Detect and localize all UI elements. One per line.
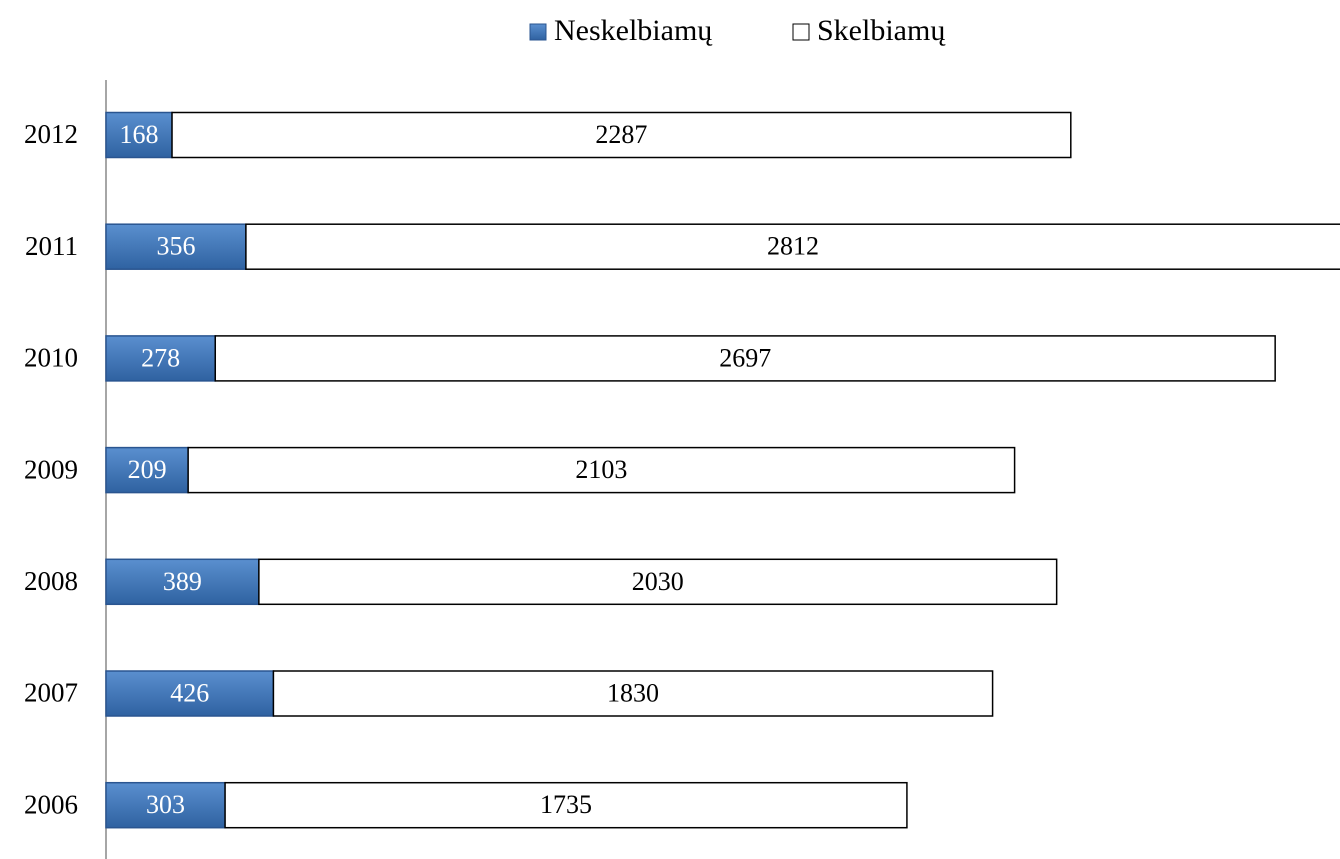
- bar-segment: [258, 558, 1058, 606]
- data-label: 1735: [540, 790, 592, 819]
- bar-segment: [214, 335, 1276, 382]
- y-tick-label: 2007: [24, 678, 78, 708]
- bar-segment: [272, 670, 994, 717]
- data-label: 2697: [719, 343, 771, 372]
- data-label: 209: [128, 455, 167, 484]
- data-label: 356: [156, 232, 195, 261]
- data-label: 2030: [632, 567, 684, 596]
- bar-segment: [224, 781, 908, 829]
- legend-swatch: [529, 23, 547, 41]
- y-tick-label: 2009: [24, 454, 78, 484]
- data-label: 426: [170, 678, 209, 707]
- y-tick-label: 2010: [24, 343, 78, 373]
- data-label: 389: [163, 567, 202, 596]
- y-tick-label: 2008: [24, 566, 78, 596]
- data-label: 1830: [607, 678, 659, 707]
- bar-segment: [187, 446, 1016, 494]
- legend-label: Skelbiamų: [817, 14, 946, 47]
- data-label: 2287: [595, 120, 647, 149]
- data-label: 2812: [767, 232, 819, 261]
- y-tick-label: 2012: [24, 119, 78, 149]
- data-label: 168: [120, 120, 159, 149]
- legend-swatch: [792, 23, 810, 41]
- data-label: 2103: [575, 455, 627, 484]
- bar-segment: [245, 223, 1340, 270]
- data-label: 303: [146, 790, 185, 819]
- y-tick-label: 2006: [24, 789, 78, 819]
- bar-segment: [105, 223, 247, 270]
- bar-segment: [171, 111, 1072, 159]
- y-tick-label: 2011: [25, 231, 78, 261]
- data-label: 278: [141, 343, 180, 372]
- legend-label: Neskelbiamų: [554, 14, 713, 47]
